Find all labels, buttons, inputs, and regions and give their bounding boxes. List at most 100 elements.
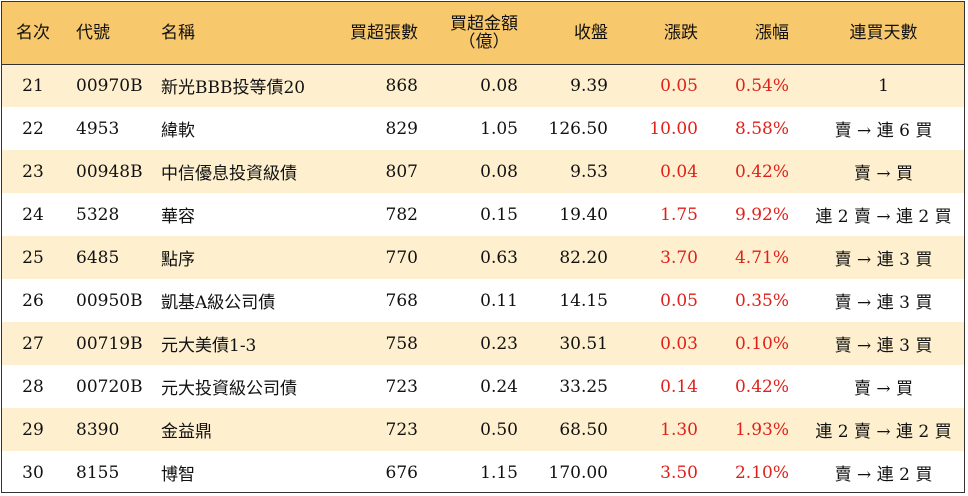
header-name[interactable]: 名稱 [149, 2, 321, 65]
cell-close: 82.20 [559, 247, 608, 268]
cell-lots: 807 [385, 161, 418, 182]
cell-change-pct: 9.92% [734, 204, 789, 225]
cell-rank: 26 [22, 290, 44, 311]
cell-amount: 0.08 [480, 161, 518, 182]
table-row[interactable]: 28 00720B 元大投資級公司債 723 0.24 33.25 0.14 0… [2, 365, 964, 408]
cell-close: 9.39 [570, 75, 608, 96]
cell-close: 9.53 [570, 161, 608, 182]
cell-consecutive-days: 連 2 賣 → 連 2 買 [815, 207, 952, 227]
cell-close: 30.51 [559, 333, 608, 354]
cell-lots: 723 [385, 376, 418, 397]
cell-code: 5328 [76, 204, 120, 225]
cell-change-pct: 2.10% [734, 462, 789, 483]
cell-consecutive-days: 賣 → 連 2 買 [834, 465, 933, 485]
table-row[interactable]: 27 00719B 元大美債1-3 758 0.23 30.51 0.03 0.… [2, 322, 964, 365]
cell-amount: 0.24 [480, 376, 518, 397]
cell-rank: 22 [22, 118, 44, 139]
cell-code: 00948B [76, 161, 143, 182]
cell-lots: 770 [385, 247, 418, 268]
cell-lots: 868 [385, 75, 418, 96]
cell-lots: 676 [385, 462, 418, 483]
cell-name: 緯軟 [161, 121, 195, 141]
cell-amount: 1.15 [480, 462, 518, 483]
cell-lots: 829 [385, 118, 418, 139]
cell-name: 金益鼎 [161, 422, 212, 442]
header-net-buy-amount-line1: 買超金額 [450, 13, 518, 34]
cell-change-pct: 1.93% [734, 419, 789, 440]
cell-change: 10.00 [649, 118, 698, 139]
table-row[interactable]: 26 00950B 凱基A級公司債 768 0.11 14.15 0.05 0.… [2, 279, 964, 322]
cell-consecutive-days: 賣 → 買 [853, 164, 914, 184]
cell-code: 8390 [76, 419, 120, 440]
cell-lots: 782 [385, 204, 418, 225]
cell-rank: 30 [22, 462, 44, 483]
cell-change: 0.05 [660, 290, 698, 311]
cell-consecutive-days: 賣 → 連 3 買 [834, 336, 933, 356]
cell-name: 點序 [161, 250, 195, 270]
cell-amount: 0.11 [480, 290, 518, 311]
cell-name: 中信優息投資級債 [161, 164, 297, 184]
cell-code: 4953 [76, 118, 120, 139]
cell-rank: 28 [22, 376, 44, 397]
cell-name: 元大投資級公司債 [161, 379, 297, 399]
table-row[interactable]: 25 6485 點序 770 0.63 82.20 3.70 4.71% 賣 →… [2, 236, 964, 279]
cell-lots: 768 [385, 290, 418, 311]
cell-change-pct: 4.71% [734, 247, 789, 268]
cell-name: 元大美債1-3 [161, 336, 257, 356]
cell-close: 14.15 [559, 290, 608, 311]
cell-amount: 0.08 [480, 75, 518, 96]
cell-close: 170.00 [548, 462, 608, 483]
header-change[interactable]: 漲跌 [620, 2, 710, 65]
cell-change-pct: 8.58% [734, 118, 789, 139]
cell-code: 6485 [76, 247, 120, 268]
cell-amount: 0.23 [480, 333, 518, 354]
cell-change: 0.14 [660, 376, 698, 397]
cell-change: 3.50 [660, 462, 698, 483]
cell-change: 3.70 [660, 247, 698, 268]
cell-name: 華容 [161, 207, 195, 227]
header-code[interactable]: 代號 [64, 2, 149, 65]
cell-consecutive-days: 賣 → 連 3 買 [834, 250, 933, 270]
cell-lots: 723 [385, 419, 418, 440]
cell-rank: 21 [22, 75, 44, 96]
cell-change: 0.03 [660, 333, 698, 354]
cell-lots: 758 [385, 333, 418, 354]
cell-code: 00719B [76, 333, 143, 354]
cell-change: 1.30 [660, 419, 698, 440]
header-net-buy-amount-line2: （億） [458, 31, 510, 52]
table-row[interactable]: 22 4953 緯軟 829 1.05 126.50 10.00 8.58% 賣… [2, 107, 964, 150]
header-net-buy-amount[interactable]: 買超金額 （億） [430, 2, 530, 65]
table-row[interactable]: 23 00948B 中信優息投資級債 807 0.08 9.53 0.04 0.… [2, 150, 964, 193]
cell-change-pct: 0.54% [734, 75, 789, 96]
cell-code: 00970B [76, 75, 143, 96]
cell-change: 1.75 [660, 204, 698, 225]
cell-rank: 27 [22, 333, 44, 354]
cell-code: 8155 [76, 462, 120, 483]
cell-change-pct: 0.10% [734, 333, 789, 354]
cell-change-pct: 0.42% [734, 161, 789, 182]
cell-close: 33.25 [559, 376, 608, 397]
cell-change: 0.04 [660, 161, 698, 182]
cell-consecutive-days: 1 [878, 75, 889, 96]
cell-consecutive-days: 連 2 賣 → 連 2 買 [815, 422, 952, 442]
cell-amount: 0.15 [480, 204, 518, 225]
header-net-buy-lots[interactable]: 買超張數 [321, 2, 430, 65]
cell-name: 博智 [161, 465, 195, 485]
table-row[interactable]: 30 8155 博智 676 1.15 170.00 3.50 2.10% 賣 … [2, 451, 964, 492]
table-row[interactable]: 29 8390 金益鼎 723 0.50 68.50 1.30 1.93% 連 … [2, 408, 964, 451]
cell-close: 19.40 [559, 204, 608, 225]
table-row[interactable]: 21 00970B 新光BBB投等債20 868 0.08 9.39 0.05 … [2, 64, 964, 107]
cell-change-pct: 0.42% [734, 376, 789, 397]
cell-rank: 29 [22, 419, 44, 440]
header-consecutive-days[interactable]: 連買天數 [801, 2, 964, 65]
cell-name: 新光BBB投等債20 [161, 78, 306, 99]
cell-code: 00720B [76, 376, 143, 397]
cell-consecutive-days: 賣 → 連 3 買 [834, 293, 933, 313]
header-change-pct[interactable]: 漲幅 [710, 2, 801, 65]
table-row[interactable]: 24 5328 華容 782 0.15 19.40 1.75 9.92% 連 2… [2, 193, 964, 236]
cell-amount: 1.05 [480, 118, 518, 139]
cell-code: 00950B [76, 290, 143, 311]
header-rank[interactable]: 名次 [2, 2, 64, 65]
header-close[interactable]: 收盤 [530, 2, 620, 65]
